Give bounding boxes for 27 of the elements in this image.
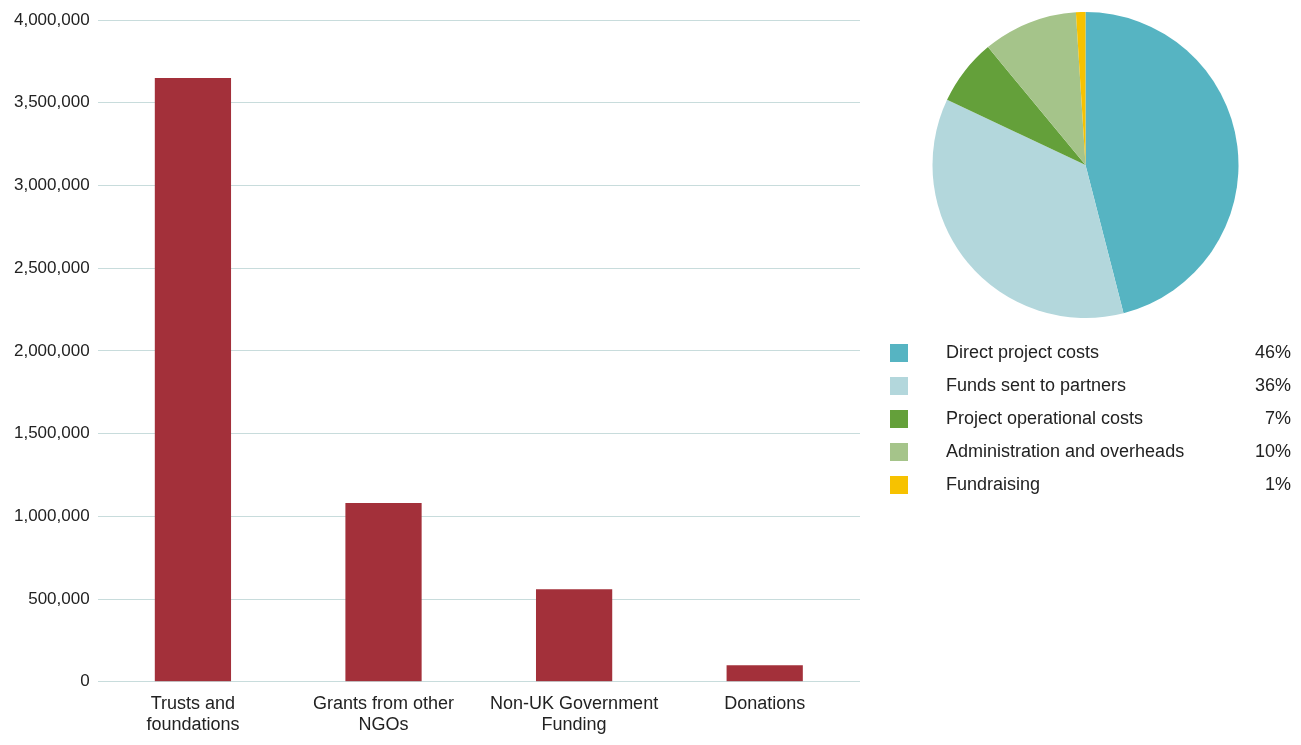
y-tick-label: 4,000,000 <box>13 9 90 29</box>
y-tick-label: 2,000,000 <box>13 340 90 360</box>
legend-label: Fundraising <box>946 474 1042 495</box>
data-label: 36% <box>1254 375 1291 396</box>
x-tick-label: Donations <box>724 692 806 713</box>
data-label: 10% <box>1254 441 1291 462</box>
y-tick-label: 3,500,000 <box>13 92 90 112</box>
y-tick-label: 500,000 <box>28 588 90 608</box>
legend-label: Project operational costs <box>946 408 1145 429</box>
bar <box>154 77 232 682</box>
data-label: 1% <box>1264 474 1291 495</box>
data-label: 46% <box>1254 342 1291 363</box>
x-tick-label: Grants from other NGOs <box>312 692 455 735</box>
legend-label: Funds sent to partners <box>946 375 1128 396</box>
bar <box>535 589 613 682</box>
legend-label: Administration and overheads <box>946 441 1186 462</box>
y-tick-label: 1,000,000 <box>13 506 90 526</box>
bar <box>726 665 803 682</box>
bar <box>345 503 422 682</box>
y-tick-label: 1,500,000 <box>13 423 90 443</box>
y-tick-label: 3,000,000 <box>13 175 90 195</box>
x-tick-label: Non-UK Government Funding <box>490 692 659 735</box>
data-label: 7% <box>1264 408 1291 429</box>
x-tick-label: Trusts and foundations <box>146 692 240 735</box>
y-tick-label: 2,500,000 <box>13 257 90 277</box>
y-tick-label: 0 <box>80 671 90 691</box>
legend-label: Direct project costs <box>946 342 1101 363</box>
